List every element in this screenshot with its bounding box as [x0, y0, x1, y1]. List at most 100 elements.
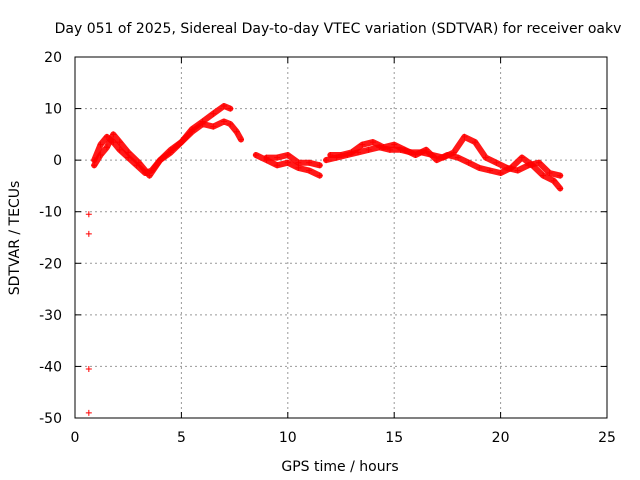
data-point [508, 164, 515, 171]
y-tick-label: -10 [39, 205, 62, 221]
x-tick-label: 0 [71, 430, 80, 446]
data-point [514, 167, 521, 174]
series-band [91, 118, 244, 176]
x-tick-label: 25 [598, 430, 616, 446]
data-point [465, 159, 472, 166]
data-point [167, 149, 174, 156]
outlier-point [85, 230, 92, 237]
data-point [365, 146, 372, 153]
data-point [135, 159, 142, 166]
data-point [486, 167, 493, 174]
data-point [252, 151, 259, 158]
data-point [263, 154, 270, 161]
data-point [323, 157, 330, 164]
y-axis-label: SDTVAR / TECUs [7, 181, 23, 296]
series-track-d [263, 151, 323, 169]
y-tick-label: 10 [44, 102, 62, 118]
data-point [97, 141, 104, 148]
y-tick-label: 0 [53, 153, 62, 169]
data-point [237, 136, 244, 143]
data-point [455, 154, 462, 161]
data-point [116, 146, 123, 153]
data-point [380, 144, 387, 151]
data-point [220, 118, 227, 125]
axis-ticks: 0 5 10 15 20 25 -50 -40 -30 -20 -10 0 10 20 [39, 50, 616, 446]
data-point [546, 170, 553, 177]
data-point [210, 123, 217, 130]
data-point [497, 170, 504, 177]
data-point [233, 128, 240, 135]
y-tick-label: -20 [39, 256, 62, 272]
grid [75, 57, 607, 418]
data-point [274, 162, 281, 169]
data-point [476, 164, 483, 171]
outlier-point [85, 366, 92, 373]
data-point [97, 151, 104, 158]
x-tick-label: 15 [385, 430, 403, 446]
data-point [540, 172, 547, 179]
data-point [391, 141, 398, 148]
data-point [189, 126, 196, 133]
data-point [472, 139, 479, 146]
data-point [338, 151, 344, 158]
data-point [295, 159, 302, 166]
data-point [316, 162, 323, 169]
y-tick-label: -30 [39, 308, 62, 324]
data-point [103, 144, 110, 151]
data-point [518, 154, 525, 161]
x-tick-label: 20 [492, 430, 510, 446]
data-point [306, 159, 313, 166]
data-point [535, 159, 542, 166]
data-point [157, 157, 164, 164]
data-point [116, 139, 123, 146]
data-point [327, 151, 334, 158]
data-point [550, 177, 557, 184]
data-point [461, 133, 468, 140]
data-point [529, 162, 536, 169]
y-tick-label: -50 [39, 411, 62, 427]
plot-frame [74, 56, 608, 419]
data-point [412, 151, 419, 158]
data-point [274, 154, 281, 161]
outlier-point [85, 211, 92, 218]
data-point [146, 172, 153, 179]
data-point [482, 154, 489, 161]
chart-title: Day 051 of 2025, Sidereal Day-to-day VTE… [55, 21, 622, 37]
x-tick-label: 10 [279, 430, 297, 446]
series-track-b [91, 102, 234, 179]
data-point [306, 167, 313, 174]
outlier-point [85, 409, 92, 416]
data-point [199, 118, 206, 125]
series-track-f [327, 139, 564, 192]
data-point [423, 146, 430, 153]
data-point [125, 149, 132, 156]
series-outliers [85, 211, 92, 416]
y-tick-label: -40 [39, 359, 62, 375]
data-series [85, 102, 564, 416]
data-point [210, 110, 217, 117]
data-point [433, 157, 440, 164]
data-point [444, 151, 451, 158]
data-point [284, 151, 291, 158]
data-point [295, 164, 302, 171]
data-point [557, 172, 564, 179]
series-band [91, 103, 234, 179]
x-axis-label: GPS time / hours [281, 459, 398, 475]
data-point [557, 185, 564, 192]
data-point [369, 139, 376, 146]
data-point [401, 146, 408, 153]
data-point [284, 159, 291, 166]
data-point [227, 105, 234, 112]
data-point [220, 102, 227, 109]
data-point [178, 139, 185, 146]
data-point [91, 162, 98, 169]
data-point [316, 172, 323, 179]
data-point [348, 149, 355, 156]
data-point [110, 131, 117, 138]
data-point [359, 141, 366, 148]
data-point [227, 121, 234, 128]
data-point [493, 159, 500, 166]
y-tick-label: 20 [44, 50, 62, 66]
series-track-a [91, 118, 244, 177]
